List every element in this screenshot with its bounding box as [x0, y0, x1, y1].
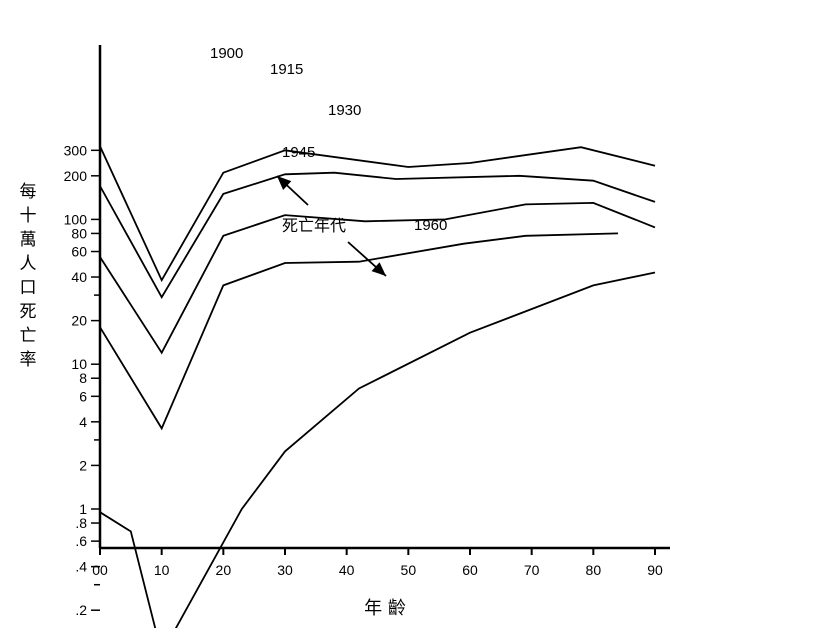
x-tick-label: 70: [524, 562, 540, 578]
y-tick-label: .6: [75, 533, 87, 549]
x-tick-label: 00: [92, 562, 108, 578]
ticks: 00 10 20 30 40 50 60 70 80 90.2.4.6.8124681020406…: [64, 142, 663, 618]
x-tick-label: 30: [277, 562, 293, 578]
series-label-1960: 1960: [414, 217, 447, 234]
series-line-1915: [99, 171, 656, 300]
y-tick-label: 60: [71, 244, 87, 260]
y-label-char: 口: [20, 278, 37, 298]
y-tick-label: 8: [79, 370, 87, 386]
y-tick-label: .2: [75, 602, 87, 618]
x-tick-label: 40: [339, 562, 355, 578]
y-tick-label: 10: [71, 356, 87, 372]
series-lines: [99, 145, 656, 628]
annotation-arrow-1960-head: [371, 262, 386, 276]
series-label-1930: 1930: [328, 102, 361, 119]
y-tick-label: 20: [71, 313, 87, 329]
y-tick-label: 100: [64, 211, 88, 227]
y-tick-label: .4: [75, 559, 87, 575]
axes: [98, 45, 670, 550]
y-tick-label: 40: [71, 269, 87, 285]
y-tick-label: 2: [79, 457, 87, 473]
y-tick-label: 4: [79, 414, 87, 430]
y-tick-label: .8: [75, 515, 87, 531]
x-tick-label: 20: [216, 562, 232, 578]
series-line-1930: [99, 201, 656, 355]
y-label-char: 死: [20, 302, 37, 322]
series-line-1960: [99, 271, 656, 628]
series-labels: 1900 1915 1930 1945 1960: [210, 45, 447, 234]
series-line-1900: [99, 145, 656, 283]
annotation-arrow-1945-head: [277, 176, 292, 190]
series-label-1915: 1915: [270, 61, 303, 78]
x-label-text: 年 齡: [364, 598, 406, 619]
series-label-1945: 1945: [282, 144, 315, 161]
y-label-char: 率: [20, 350, 37, 370]
y-tick-label: 300: [64, 142, 88, 158]
x-tick-label: 50: [401, 562, 417, 578]
x-tick-label: 10: [154, 562, 170, 578]
series-label-1900: 1900: [210, 45, 243, 62]
annotation-label: 死亡年代: [282, 216, 346, 235]
x-axis-label: 年 齡: [364, 598, 406, 619]
x-tick-label: 60: [462, 562, 478, 578]
y-tick-label: 80: [71, 225, 87, 241]
annotation: 死亡年代: [276, 175, 387, 277]
y-tick-label: 6: [79, 388, 87, 404]
y-label-char: 萬: [20, 230, 37, 250]
y-label-char: 亡: [20, 326, 37, 346]
y-tick-label: 200: [64, 168, 88, 184]
y-label-char: 十: [20, 206, 37, 226]
y-tick-label: 1: [79, 501, 87, 517]
x-tick-label: 80: [586, 562, 602, 578]
y-label-char: 人: [20, 254, 37, 274]
x-tick-label: 90: [647, 562, 663, 578]
series-line-1945: [99, 232, 619, 431]
y-label-char: 每: [20, 182, 37, 202]
